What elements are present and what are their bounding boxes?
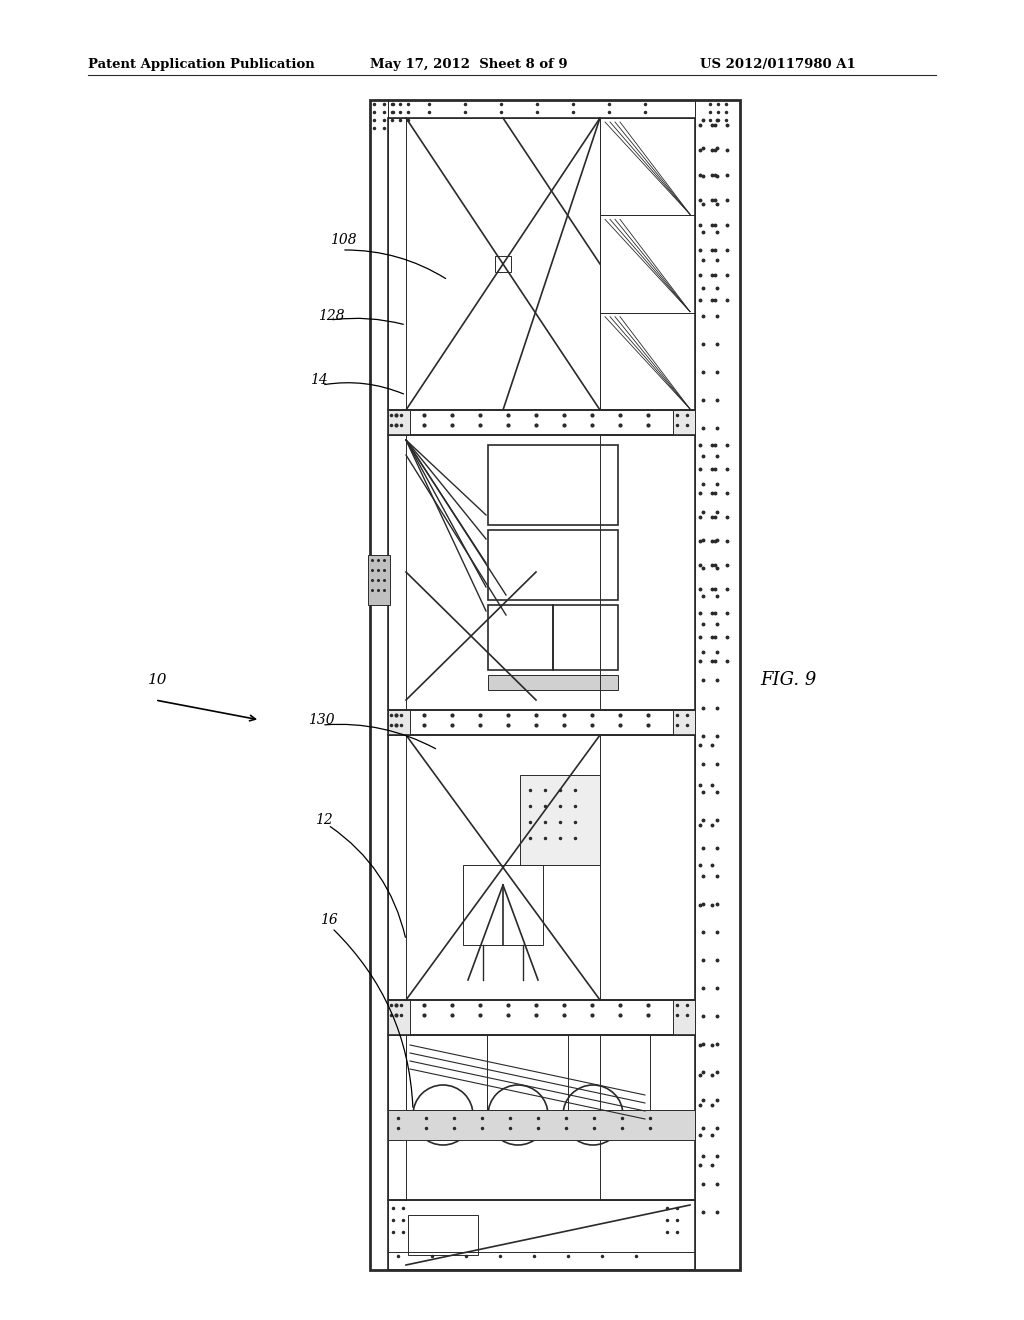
Bar	[495, 256, 511, 272]
Text: US 2012/0117980 A1: US 2012/0117980 A1	[700, 58, 856, 71]
Bar	[673, 710, 695, 735]
Bar	[388, 710, 695, 735]
Bar	[388, 710, 410, 735]
Bar	[487, 1035, 568, 1110]
Bar	[600, 117, 695, 411]
Text: 10: 10	[148, 673, 168, 686]
Bar	[488, 675, 618, 690]
Bar	[388, 436, 406, 710]
Bar	[406, 1035, 650, 1110]
Bar	[388, 1001, 410, 1035]
Bar	[463, 865, 543, 945]
Text: 16: 16	[319, 913, 338, 927]
Text: FIG. 9: FIG. 9	[760, 671, 816, 689]
Bar	[370, 100, 388, 1270]
Bar	[388, 100, 695, 117]
Bar	[673, 411, 695, 436]
Bar	[600, 1035, 695, 1200]
Bar	[488, 531, 618, 601]
Bar	[388, 117, 406, 411]
Bar	[488, 605, 553, 671]
Bar	[673, 1001, 695, 1035]
Text: 12: 12	[315, 813, 333, 828]
Text: 108: 108	[330, 234, 356, 247]
Bar	[600, 215, 695, 313]
Bar	[388, 1110, 695, 1140]
Bar	[600, 436, 695, 710]
Text: 130: 130	[308, 713, 335, 727]
Bar	[388, 1251, 695, 1270]
Bar	[520, 775, 600, 865]
Text: 14: 14	[310, 374, 328, 387]
Bar	[408, 1214, 478, 1255]
Bar	[368, 554, 390, 605]
Bar	[388, 1035, 406, 1200]
Bar	[388, 735, 406, 1001]
Bar	[370, 100, 740, 1270]
Bar	[600, 735, 695, 1001]
Bar	[388, 117, 695, 411]
Bar	[388, 436, 695, 710]
Bar	[695, 100, 740, 1270]
Bar	[388, 1035, 695, 1200]
Bar	[388, 1001, 695, 1035]
Bar	[553, 605, 618, 671]
Bar	[388, 1200, 695, 1270]
Text: Patent Application Publication: Patent Application Publication	[88, 58, 314, 71]
Bar	[388, 411, 410, 436]
Bar	[388, 735, 695, 1001]
Bar	[488, 445, 618, 525]
Text: 128: 128	[318, 309, 345, 323]
Bar	[600, 313, 695, 411]
Bar	[388, 411, 695, 436]
Bar	[406, 1035, 487, 1110]
Text: May 17, 2012  Sheet 8 of 9: May 17, 2012 Sheet 8 of 9	[370, 58, 567, 71]
Bar	[600, 117, 695, 215]
